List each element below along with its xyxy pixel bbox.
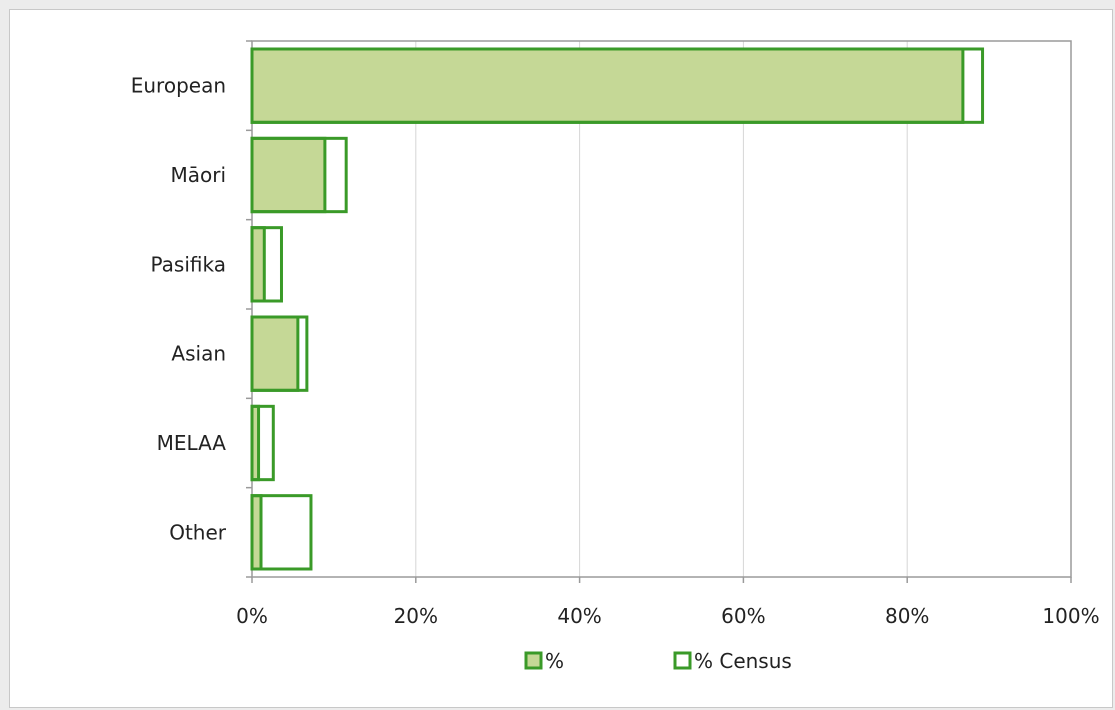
x-tick-label: 60% xyxy=(721,604,765,628)
bar-percent-pasifika xyxy=(250,226,266,303)
category-label: Pasifika xyxy=(151,252,226,276)
category-label: Māori xyxy=(170,163,226,187)
legend-swatch xyxy=(524,651,543,670)
bar-census-māori xyxy=(250,136,348,214)
x-tick-label: 0% xyxy=(236,604,268,628)
bar-census-other xyxy=(250,494,313,571)
x-tick-label: 100% xyxy=(1042,604,1099,628)
bar-percent-european xyxy=(250,47,965,124)
bar-percent-asian xyxy=(250,315,300,392)
chart-panel: European Māori Pasifika Asian MELAA Other 0% 20… xyxy=(9,9,1113,708)
bar-census-asian xyxy=(250,315,309,392)
x-tick-label: 20% xyxy=(394,604,438,628)
category-label: Asian xyxy=(171,342,226,366)
bar-percent-māori xyxy=(250,136,327,214)
x-tick-label: 80% xyxy=(885,604,929,628)
category-label: European xyxy=(131,74,226,98)
legend-label: % xyxy=(545,649,564,673)
x-tick-label: 40% xyxy=(557,604,601,628)
bar-census-european xyxy=(250,47,985,124)
category-label: MELAA xyxy=(157,431,227,455)
legend-swatch xyxy=(673,651,692,670)
bar-census-pasifika xyxy=(250,226,283,303)
category-label: Other xyxy=(169,520,227,544)
legend-label: % Census xyxy=(694,649,792,673)
bar-census-melaa xyxy=(250,404,275,482)
bar-chart: European Māori Pasifika Asian MELAA Other 0% 20… xyxy=(131,40,1100,673)
